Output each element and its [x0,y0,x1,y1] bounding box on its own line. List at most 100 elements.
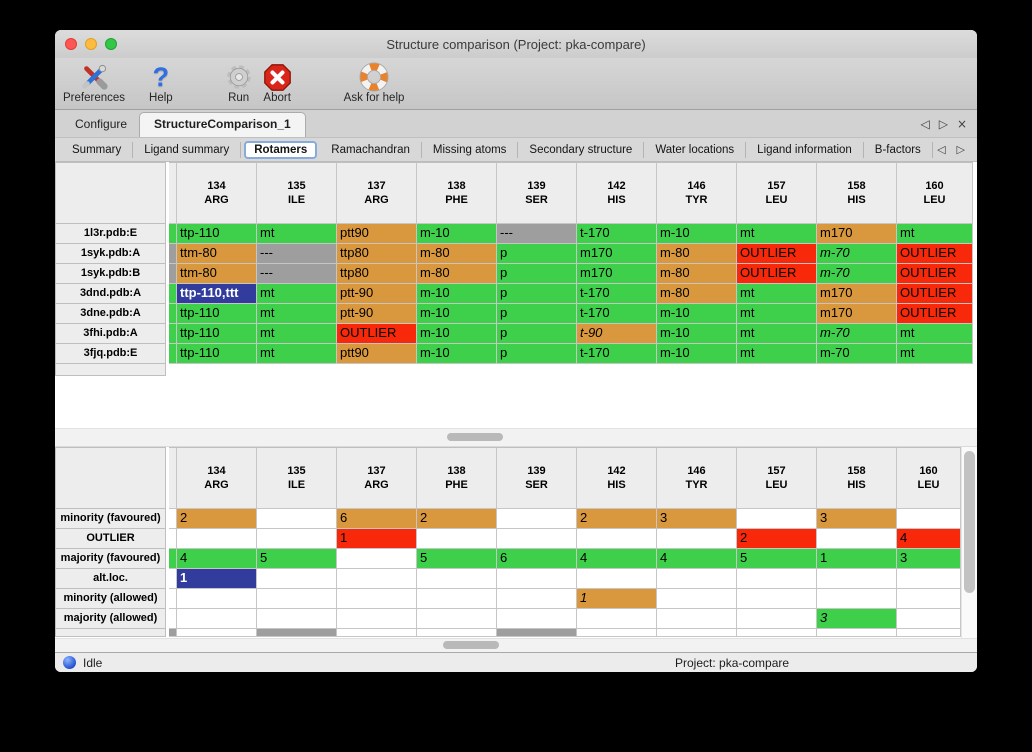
rotamer-cell[interactable]: m-10 [417,284,497,304]
rotamer-cell[interactable]: p [497,284,577,304]
count-cell[interactable] [657,609,737,629]
partial-cell[interactable] [169,244,177,264]
rotamer-cell[interactable]: ttp-110 [177,224,257,244]
rotamer-cell[interactable]: OUTLIER [737,244,817,264]
count-cell[interactable] [497,609,577,629]
rotamer-cell[interactable]: mt [737,324,817,344]
partial-cell[interactable] [169,549,177,569]
rotamer-cell[interactable]: m-80 [657,264,737,284]
count-cell[interactable] [497,589,577,609]
count-cell[interactable] [657,589,737,609]
partial-cell[interactable] [169,304,177,324]
count-cell[interactable] [657,529,737,549]
count-cell[interactable] [897,589,961,609]
count-cell[interactable]: 2 [177,509,257,529]
splitter-handle[interactable] [447,433,503,441]
count-cell[interactable]: 2 [417,509,497,529]
rotamer-cell[interactable]: mt [257,224,337,244]
rotamer-cell[interactable]: --- [257,264,337,284]
tab-close-icon[interactable]: × [956,117,967,131]
count-cell[interactable] [257,629,337,637]
count-cell[interactable] [817,589,897,609]
rotamer-cell[interactable]: ptt-90 [337,284,417,304]
count-cell[interactable]: 1 [337,529,417,549]
rotamer-cell[interactable]: ttp-110 [177,304,257,324]
count-cell[interactable] [337,569,417,589]
count-cell[interactable]: 5 [257,549,337,569]
subtab-ligand-summary[interactable]: Ligand summary [133,141,242,158]
run-button[interactable]: Run [225,62,253,104]
count-cell[interactable]: 5 [737,549,817,569]
count-cell[interactable] [497,569,577,589]
count-cell[interactable] [577,629,657,637]
count-cell[interactable] [177,609,257,629]
preferences-button[interactable]: Preferences [63,62,125,104]
count-cell[interactable] [337,629,417,637]
rotamer-cell[interactable]: m170 [817,224,897,244]
rotamer-cell[interactable]: --- [257,244,337,264]
count-cell[interactable] [737,589,817,609]
partial-cell[interactable] [169,609,177,629]
rotamer-cell[interactable]: ptt-90 [337,304,417,324]
count-cell[interactable] [417,629,497,637]
partial-cell[interactable] [169,629,177,637]
count-cell[interactable] [737,629,817,637]
count-cell[interactable] [417,589,497,609]
rotamer-cell[interactable]: OUTLIER [897,244,973,264]
count-cell[interactable] [817,629,897,637]
rotamer-cell[interactable]: t-170 [577,284,657,304]
count-cell[interactable]: 3 [897,549,961,569]
count-cell[interactable] [177,629,257,637]
rotamer-cell[interactable]: m-70 [817,244,897,264]
tab-scroll-left-icon[interactable]: ◁ [920,117,930,131]
rotamer-cell[interactable]: m170 [577,244,657,264]
close-window-button[interactable] [65,38,77,50]
rotamer-cell[interactable]: mt [737,344,817,364]
count-cell[interactable] [577,569,657,589]
rotamer-cell[interactable]: mt [257,344,337,364]
count-cell[interactable] [257,569,337,589]
subtab-missing-atoms[interactable]: Missing atoms [422,141,519,158]
rotamer-cell[interactable]: mt [737,284,817,304]
count-cell[interactable] [897,629,961,637]
rotamer-cell[interactable]: ptt90 [337,224,417,244]
rotamer-cell[interactable]: m-10 [657,344,737,364]
rotamer-cell[interactable]: mt [737,224,817,244]
count-cell[interactable] [177,589,257,609]
rotamer-cell[interactable]: p [497,304,577,324]
rotamer-cell[interactable]: ttp-110,ttt [177,284,257,304]
rotamer-cell[interactable]: m-10 [417,344,497,364]
rotamer-cell[interactable]: ttm-80 [177,264,257,284]
minimize-window-button[interactable] [85,38,97,50]
rotamer-cell[interactable]: t-90 [577,324,657,344]
count-cell[interactable] [657,629,737,637]
count-cell[interactable]: 3 [817,609,897,629]
rotamer-cell[interactable]: ptt90 [337,344,417,364]
partial-cell[interactable] [169,284,177,304]
count-cell[interactable]: 4 [657,549,737,569]
count-cell[interactable]: 1 [577,589,657,609]
abort-button[interactable]: Abort [263,62,292,104]
rotamer-cell[interactable]: OUTLIER [897,284,973,304]
rotamer-cell[interactable]: ttp-110 [177,324,257,344]
count-cell[interactable] [497,509,577,529]
rotamer-cell[interactable]: m-10 [657,304,737,324]
count-cell[interactable] [817,569,897,589]
count-cell[interactable] [177,529,257,549]
subtab-scroll-right-icon[interactable]: ▷ [956,143,965,156]
rotamer-cell[interactable]: OUTLIER [897,264,973,284]
count-cell[interactable] [497,629,577,637]
rotamer-cell[interactable]: m-70 [817,344,897,364]
rotamer-cell[interactable]: m-70 [817,324,897,344]
count-cell[interactable]: 1 [177,569,257,589]
count-cell[interactable]: 5 [417,549,497,569]
count-cell[interactable] [257,509,337,529]
rotamer-cell[interactable]: OUTLIER [337,324,417,344]
rotamer-cell[interactable]: m-10 [657,324,737,344]
count-cell[interactable] [817,529,897,549]
subtab-ligand-information[interactable]: Ligand information [746,141,864,158]
count-cell[interactable] [737,509,817,529]
rotamer-cell[interactable]: ttp80 [337,244,417,264]
partial-cell[interactable] [169,569,177,589]
count-cell[interactable] [337,589,417,609]
